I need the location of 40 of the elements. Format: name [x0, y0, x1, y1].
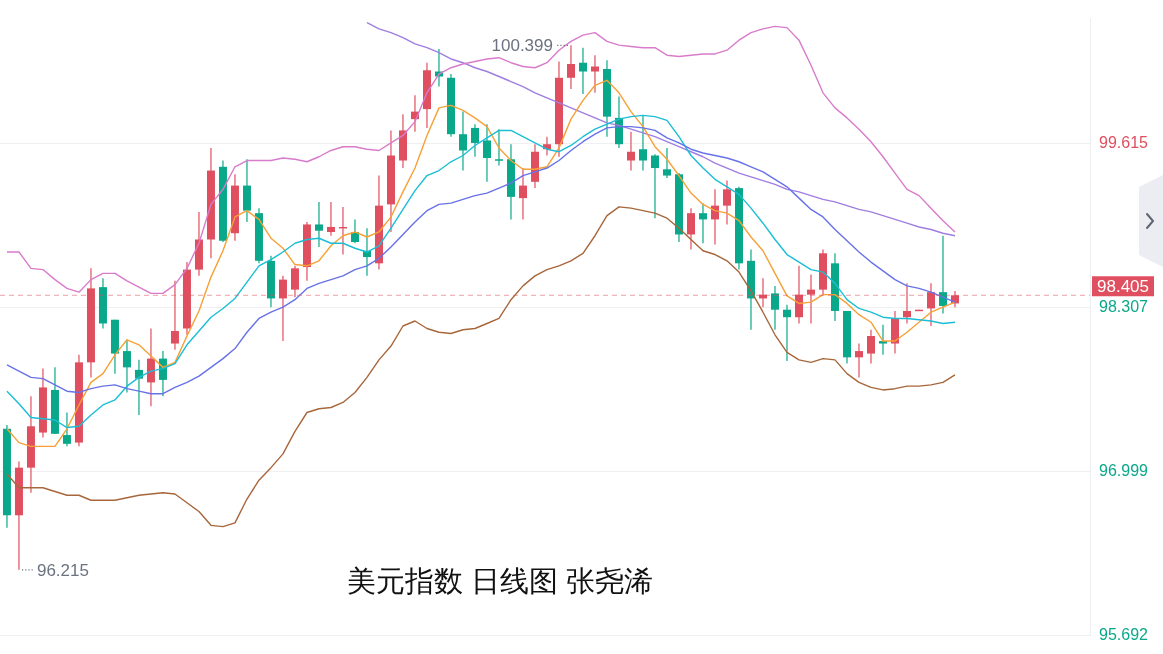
candlestick — [686, 207, 695, 251]
candlestick — [326, 201, 335, 237]
candlestick — [566, 44, 575, 90]
candlestick — [278, 275, 287, 342]
candlestick — [518, 167, 527, 221]
text: 美元指数 日线图 张尧浠 — [346, 565, 654, 597]
candlestick — [482, 123, 491, 183]
candlestick — [902, 282, 911, 325]
y-tick-label: 95.692 — [1099, 625, 1149, 643]
candlestick — [578, 47, 587, 95]
candlestick — [62, 411, 71, 447]
y-tick-label: 96.999 — [1099, 461, 1149, 479]
candlestick — [926, 282, 935, 327]
candlestick — [458, 111, 467, 172]
candlestick — [794, 265, 803, 325]
candlestick — [290, 265, 299, 298]
annotation: 96.215 — [36, 560, 89, 580]
y-tick-label: 98.307 — [1099, 297, 1149, 315]
candlestick — [470, 123, 479, 158]
candlestick — [146, 327, 155, 407]
candlestick — [698, 202, 707, 244]
y-tick-label: 99.615 — [1099, 134, 1149, 151]
candlestick — [122, 339, 131, 394]
candlestick — [866, 329, 875, 365]
candlestick — [854, 342, 863, 378]
candlestick — [626, 131, 635, 172]
annotation: 100.399 — [491, 35, 553, 55]
candlestick — [170, 280, 179, 351]
candlestick — [878, 324, 887, 356]
ref-line-label: 98.405 — [1097, 276, 1149, 296]
candlestick — [770, 285, 779, 331]
candlestick — [650, 153, 659, 219]
candlestick — [314, 201, 323, 248]
candlestick — [782, 304, 791, 362]
candlestick — [722, 179, 731, 226]
candlestick — [806, 274, 815, 325]
candlestick — [638, 114, 647, 172]
candlestick — [494, 128, 503, 167]
candlestick — [662, 147, 671, 179]
candlestick — [590, 54, 599, 94]
